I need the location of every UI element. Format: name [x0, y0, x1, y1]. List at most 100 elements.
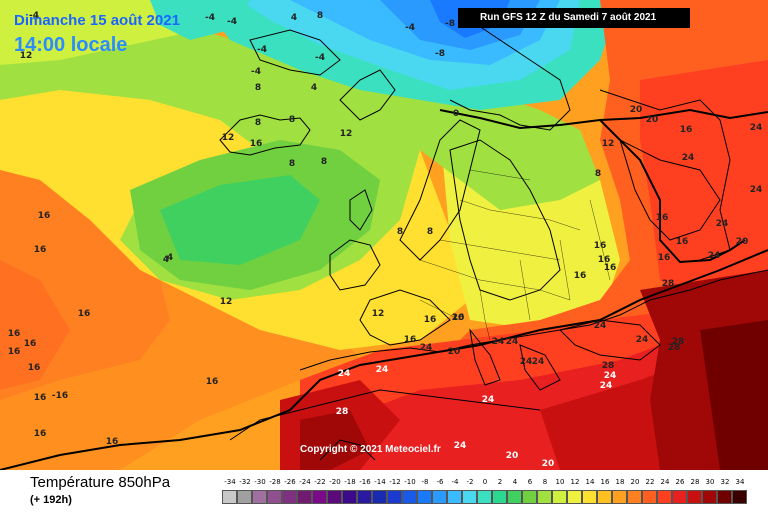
isotherm-labels: -4 -4 4 8-4-48-4-8-8-4012-44162020162424241… — [8, 11, 763, 469]
legend-tick: 0 — [482, 478, 488, 486]
isotherm-label: 16 — [28, 363, 41, 373]
isotherm-label: 20 — [646, 115, 659, 125]
legend-swatch — [642, 490, 657, 504]
isotherm-label: 16 — [250, 139, 263, 149]
legend-tick: -26 — [284, 478, 296, 486]
isotherm-label: 24 — [520, 357, 533, 367]
legend-swatch — [327, 490, 342, 504]
isotherm-label: 8 — [321, 157, 327, 167]
legend-swatch — [282, 490, 297, 504]
legend-tick: -14 — [374, 478, 386, 486]
legend-tick: 8 — [542, 478, 548, 486]
isotherm-label: 24 — [604, 371, 617, 381]
legend-swatch — [357, 490, 372, 504]
legend-tick: -18 — [344, 478, 356, 486]
isotherm-label: 12 — [20, 51, 33, 61]
isotherm-label: 24 — [600, 381, 613, 391]
isotherm-label: 24 — [420, 343, 433, 353]
isotherm-label: 20 — [506, 451, 519, 461]
legend-swatch — [312, 490, 327, 504]
field-north-africa-darker — [300, 410, 370, 470]
isotherm-label: 16 — [676, 237, 689, 247]
legend-swatch — [567, 490, 582, 504]
field-atlantic-hot — [0, 260, 70, 390]
isotherm-label: 24 — [482, 395, 495, 405]
isotherm-label: 16 — [24, 339, 37, 349]
legend-tick: -8 — [421, 478, 429, 486]
temperature-map: -4 -4 4 8 -4 -4 8 -4 -8 -8 -4 0 12 -4 4 16 20 20 16 24 24 24 1… — [0, 0, 768, 470]
legend-tick: 12 — [570, 478, 580, 486]
legend-swatch — [237, 490, 252, 504]
isotherm-label: 24 — [750, 185, 763, 195]
isotherm-label: 4 — [167, 253, 173, 263]
isotherm-label: 8 — [289, 159, 295, 169]
isotherm-label: 16 — [594, 241, 607, 251]
coastlines — [219, 19, 768, 461]
isotherm-label: 4 — [163, 255, 169, 265]
isotherm-label: -4 — [29, 11, 39, 21]
isotherm-label: 20 — [448, 347, 461, 357]
legend-swatch — [552, 490, 567, 504]
isotherm-label: 24 — [594, 321, 607, 331]
legend-swatch — [522, 490, 537, 504]
legend-swatch — [492, 490, 507, 504]
isotherm-label: 12 — [222, 133, 235, 143]
isotherm-label: 8 — [255, 83, 261, 93]
legend-swatch — [222, 490, 237, 504]
isotherm-label: 16 — [34, 429, 47, 439]
isotherm-label: 0 — [453, 109, 459, 119]
legend-tick: -16 — [359, 478, 371, 486]
isotherm-label: 16 — [106, 437, 119, 447]
legend-swatch — [597, 490, 612, 504]
legend-swatch — [462, 490, 477, 504]
copyright-notice: Copyright © 2021 Meteociel.fr — [300, 444, 441, 455]
isotherm-label: 16 — [78, 309, 91, 319]
isotherm-label: 16 — [658, 253, 671, 263]
legend-tick: 26 — [675, 478, 685, 486]
isotherm-label: -8 — [435, 49, 445, 59]
legend-swatch — [732, 490, 747, 504]
legend-swatch — [627, 490, 642, 504]
legend-swatch — [672, 490, 687, 504]
isotherm-label: 24 — [708, 251, 721, 261]
isotherm-label: 24 — [750, 123, 763, 133]
legend-swatch — [582, 490, 597, 504]
legend-tick: -2 — [466, 478, 474, 486]
legend-swatch — [402, 490, 417, 504]
field-middle-east-darkest — [700, 320, 768, 470]
isotherm-label: 24 — [506, 337, 519, 347]
legend-tick: 34 — [735, 478, 745, 486]
legend-swatch — [612, 490, 627, 504]
isotherm-label: 16 — [38, 211, 51, 221]
isotherm-label: 28 — [668, 343, 681, 353]
legend-swatch — [297, 490, 312, 504]
isotherm-label: 24 — [636, 335, 649, 345]
isotherm-label: 24 — [454, 441, 467, 451]
field-green-core — [160, 175, 320, 265]
legend-swatch — [447, 490, 462, 504]
field-northwest-teal — [150, 0, 250, 40]
valid-date: Dimanche 15 août 2021 — [14, 12, 180, 29]
isotherm-label: -8 — [445, 19, 455, 29]
isotherm-label: 4 — [311, 83, 317, 93]
legend-tick: -10 — [404, 478, 416, 486]
isotherm-label: 8 — [397, 227, 403, 237]
legend-tick: 14 — [585, 478, 595, 486]
legend-tick: 30 — [705, 478, 715, 486]
isotherm-label: 8 — [595, 169, 601, 179]
isotherm-label: -4 — [315, 53, 325, 63]
isotherm-label: -4 — [257, 45, 267, 55]
legend-swatch — [417, 490, 432, 504]
legend-tick: -12 — [389, 478, 401, 486]
isotherm-label: 28 — [336, 407, 349, 417]
legend-tick: 32 — [720, 478, 730, 486]
legend-swatch — [507, 490, 522, 504]
legend-swatch — [252, 490, 267, 504]
legend-tick: 4 — [512, 478, 518, 486]
isotherm-label: 16 — [574, 271, 587, 281]
legend-tick: -20 — [329, 478, 341, 486]
legend-tick: 6 — [527, 478, 533, 486]
legend-swatch — [657, 490, 672, 504]
isotherm-label: 12 — [602, 139, 615, 149]
isotherm-label: -4 — [405, 23, 415, 33]
